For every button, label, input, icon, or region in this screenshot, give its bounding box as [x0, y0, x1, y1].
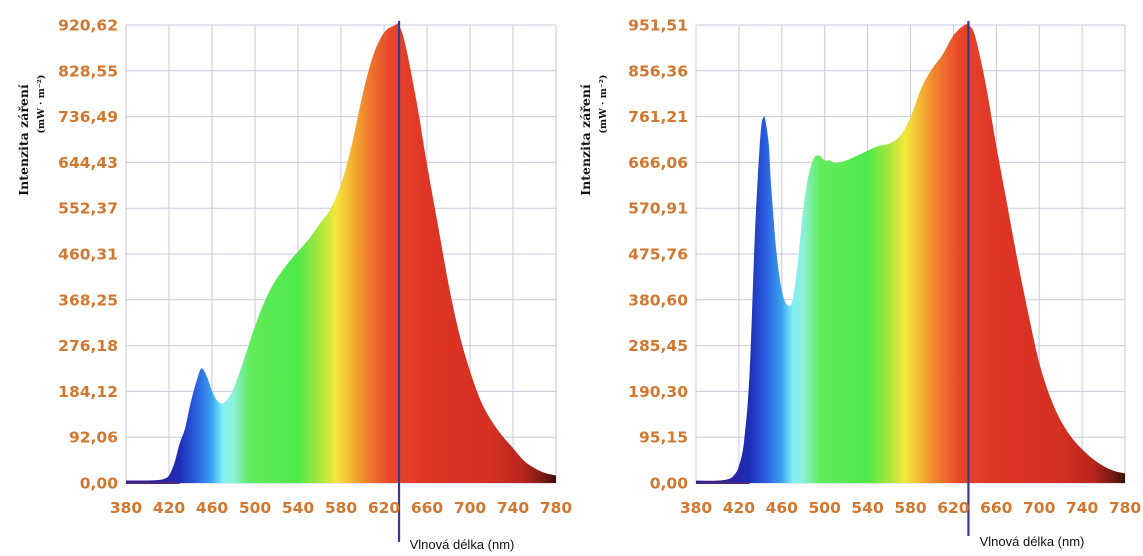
y-axis-title: Intenzita záření	[16, 84, 31, 196]
y-tick-label: 0,00	[650, 475, 688, 493]
y-tick-label: 475,76	[628, 246, 688, 264]
x-tick-label: 540	[851, 499, 884, 517]
y-tick-label: 92,06	[69, 429, 118, 447]
y-tick-label: 644,43	[58, 154, 118, 172]
y-tick-label: 856,36	[628, 62, 688, 80]
y-tick-label: 570,91	[628, 200, 688, 218]
x-tick-label: 740	[1066, 499, 1099, 517]
x-tick-label: 620	[368, 499, 401, 517]
x-tick-label: 420	[723, 499, 756, 517]
y-tick-label: 184,12	[58, 383, 118, 401]
spectrum-area	[696, 23, 1125, 484]
x-tick-label: 460	[196, 499, 229, 517]
y-tick-label: 276,18	[58, 337, 118, 355]
y-axis-unit: (mW · m⁻²)	[598, 75, 609, 134]
x-tick-label: 420	[153, 499, 186, 517]
y-tick-label: 368,25	[58, 291, 118, 309]
y-tick-label: 951,51	[628, 17, 688, 35]
spectrum-area	[126, 23, 556, 483]
x-tick-label: 740	[497, 499, 530, 517]
y-tick-label: 95,15	[639, 429, 688, 447]
y-tick-label: 552,37	[58, 200, 118, 218]
y-tick-label: 828,55	[58, 62, 118, 80]
y-tick-label: 190,30	[628, 383, 688, 401]
x-tick-label: 700	[1023, 499, 1056, 517]
x-tick-label: 780	[1109, 499, 1142, 517]
x-tick-label: 460	[766, 499, 799, 517]
x-tick-label: 380	[680, 499, 713, 517]
y-axis-title: Intenzita záření	[578, 84, 593, 196]
chart-panel-left: 0,00 92,06 184,12 276,18 368,25 460,31 552,37 6…	[16, 17, 572, 553]
x-tick-label: 540	[282, 499, 315, 517]
x-axis-title: Vlnová délka (nm)	[980, 534, 1085, 549]
y-tick-label: 460,31	[58, 246, 118, 264]
chart-panel-right: 0,00 95,15 190,30 285,45 380,60 475,76 570,91 6…	[578, 17, 1141, 550]
x-tick-label: 620	[937, 499, 970, 517]
y-tick-label: 285,45	[628, 337, 688, 355]
x-tick-label: 660	[980, 499, 1013, 517]
y-tick-label: 380,60	[628, 291, 688, 309]
y-tick-label: 920,62	[58, 17, 118, 35]
x-tick-label: 780	[540, 499, 573, 517]
y-axis-unit: (mW · m⁻²)	[36, 75, 47, 134]
y-tick-label: 761,21	[628, 108, 688, 126]
x-tick-label: 500	[809, 499, 842, 517]
x-tick-label: 580	[325, 499, 358, 517]
y-tick-label: 736,49	[58, 108, 118, 126]
y-tick-label: 666,06	[628, 154, 688, 172]
x-tick-label: 500	[239, 499, 272, 517]
y-tick-label: 0,00	[80, 475, 118, 493]
x-tick-label: 660	[411, 499, 444, 517]
x-tick-label: 700	[454, 499, 487, 517]
x-tick-label: 380	[110, 499, 143, 517]
x-axis-title: Vlnová délka (nm)	[410, 537, 515, 552]
x-tick-label: 580	[894, 499, 927, 517]
